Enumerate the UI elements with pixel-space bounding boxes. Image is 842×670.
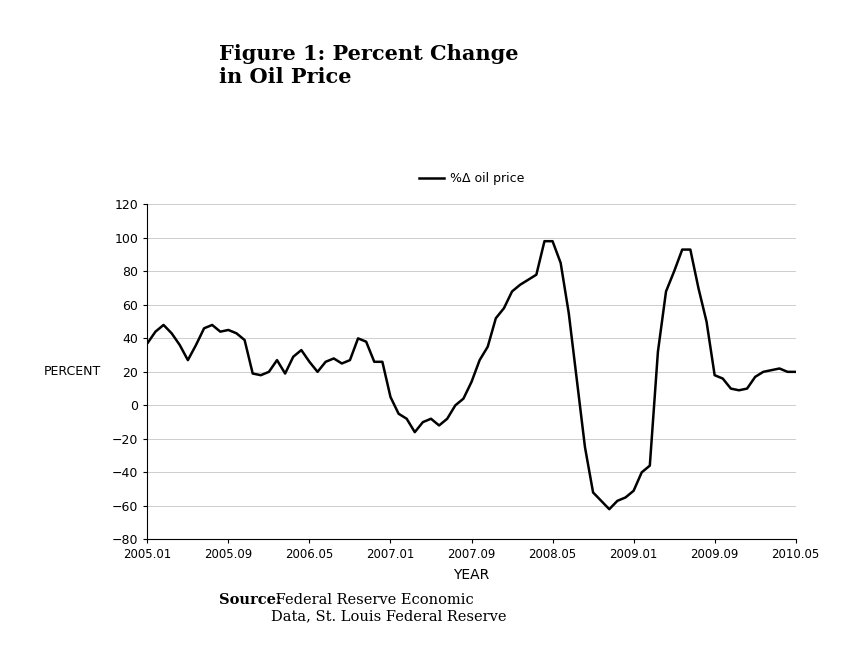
Text: Figure 1: Percent Change
in Oil Price: Figure 1: Percent Change in Oil Price <box>219 44 519 86</box>
X-axis label: YEAR: YEAR <box>453 568 490 582</box>
Text: Source:: Source: <box>219 593 281 607</box>
Legend: %Δ oil price: %Δ oil price <box>413 167 530 190</box>
Text: Federal Reserve Economic
Data, St. Louis Federal Reserve: Federal Reserve Economic Data, St. Louis… <box>271 593 507 623</box>
Text: PERCENT: PERCENT <box>44 365 101 379</box>
